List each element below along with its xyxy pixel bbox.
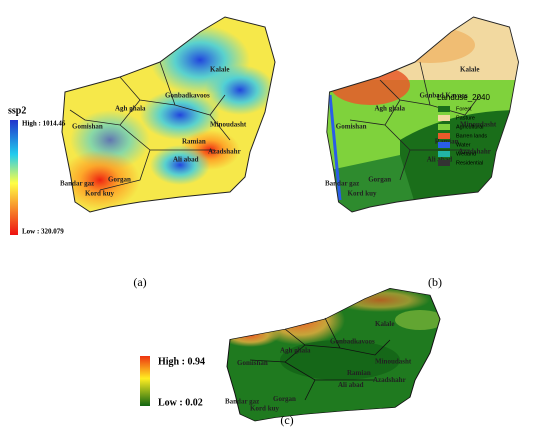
panel-label: (c) [280, 413, 293, 427]
legend-item: Barren lands [456, 133, 487, 139]
legend-high: High : 0.94 [158, 356, 205, 367]
place-label: Kalale [210, 66, 229, 74]
color-bar [10, 120, 18, 235]
place-label: Minoudasht [375, 357, 412, 365]
place-label: Ramian [435, 138, 459, 146]
place-label: Ramian [347, 369, 371, 377]
place-label: Bandar gaz [60, 180, 94, 188]
legend-low: Low : 0.02 [158, 397, 203, 408]
place-label: Azadshahr [458, 148, 491, 156]
legend-item: Pasture [456, 115, 475, 121]
legend-swatch [438, 160, 450, 166]
legend-swatch [438, 115, 450, 121]
place-label: Kalale [460, 66, 479, 74]
place-label: Gonbadkavoos [330, 338, 375, 346]
legend-swatch [438, 133, 450, 139]
panel-label: (a) [133, 275, 146, 289]
place-label: Bandar gaz [225, 398, 259, 406]
place-label: Kord kuy [348, 190, 377, 198]
place-label: Ali abad [338, 381, 364, 389]
place-label: Azadshahr [208, 148, 241, 156]
place-label: Gorgan [273, 395, 296, 403]
legend-swatch [438, 151, 450, 157]
place-label: Bandar gaz [325, 180, 359, 188]
place-label: Gonbad Kavoos [420, 92, 468, 100]
place-label: Minoudasht [460, 121, 497, 129]
place-label: Gomishan [336, 123, 367, 131]
place-label: Kalale [375, 320, 394, 328]
place-label: Agh ghala [375, 105, 406, 113]
place-label: Gonbadkavoos [165, 92, 210, 100]
place-label: Ramian [182, 138, 206, 146]
place-label: Ali abad [427, 156, 453, 164]
place-label: Gomishan [72, 123, 103, 131]
map-b [326, 16, 519, 213]
legend-item: Residential [456, 160, 483, 166]
place-label: Minoudasht [210, 121, 247, 129]
color-bar [140, 356, 150, 406]
legend-title: Landuse_2040 [437, 93, 490, 102]
place-label: Ali abad [173, 156, 199, 164]
legend-swatch [438, 124, 450, 130]
legend-item: Forest [456, 106, 472, 112]
legend-title: ssp2 [8, 105, 26, 116]
place-label: Gorgan [108, 176, 131, 184]
place-label: Gorgan [368, 176, 391, 184]
legend-swatch [438, 106, 450, 112]
legend-high: High : 1014.46 [22, 120, 66, 128]
legend-low: Low : 320.079 [22, 228, 64, 236]
legend-item: Agricultural [456, 124, 484, 130]
legend-swatch [438, 142, 450, 148]
place-label: Kord kuy [250, 404, 279, 412]
place-label: Gomishan [237, 359, 268, 367]
place-label: Azadshahr [373, 376, 406, 384]
place-label: Agh ghala [280, 347, 311, 355]
legend-item: Wetland [456, 151, 476, 157]
legend-item: Water [456, 142, 471, 148]
panel-label: (b) [428, 275, 442, 289]
place-label: Agh ghala [115, 105, 146, 113]
place-label: Kord kuy [85, 190, 114, 198]
